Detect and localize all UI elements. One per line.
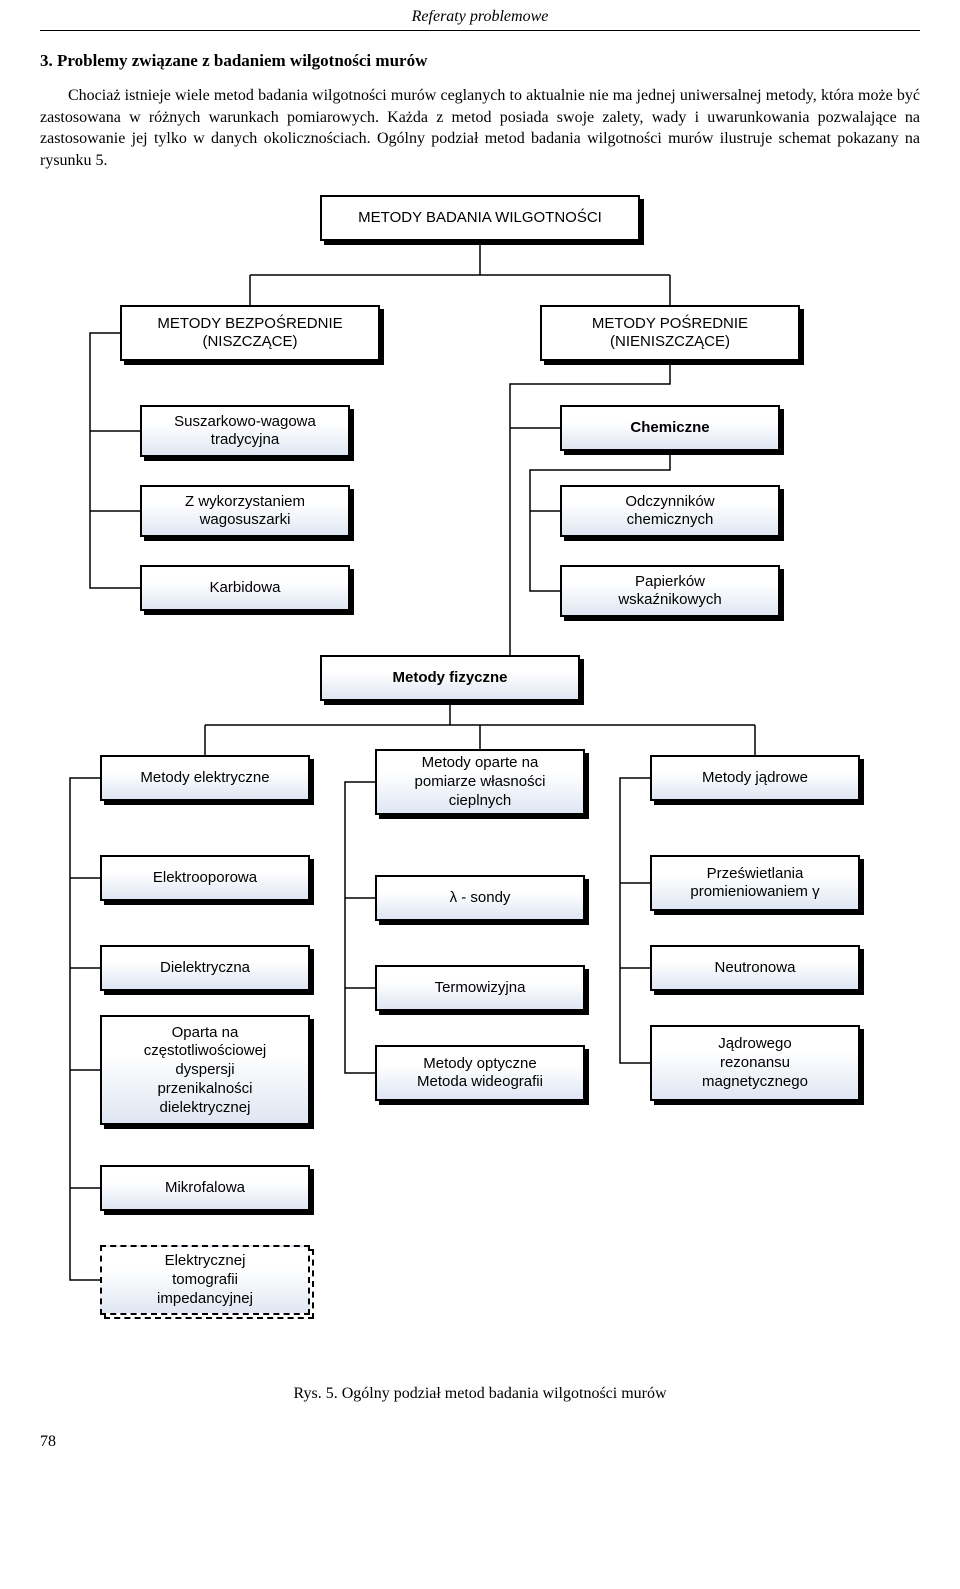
node-karbid: Karbidowa — [140, 565, 350, 611]
node-neutr: Neutronowa — [650, 945, 860, 991]
node-mikro: Mikrofalowa — [100, 1165, 310, 1211]
node-termo: Termowizyjna — [375, 965, 585, 1011]
node-root: METODY BADANIA WILGOTNOŚCI — [320, 195, 640, 241]
node-przes: Prześwietlaniapromieniowaniem γ — [650, 855, 860, 911]
node-wagosu: Z wykorzystaniemwagosuszarki — [140, 485, 350, 537]
node-lambda: λ - sondy — [375, 875, 585, 921]
page-number: 78 — [40, 1433, 920, 1451]
node-czest: Oparta naczęstotliwościowejdyspersjiprze… — [100, 1015, 310, 1125]
node-chem: Chemiczne — [560, 405, 780, 451]
node-ciepl: Metody oparte napomiarze własnościciepln… — [375, 749, 585, 815]
running-header: Referaty problemowe — [40, 0, 920, 31]
node-fiz: Metody fizyczne — [320, 655, 580, 701]
node-optyc: Metody optyczneMetoda wideografii — [375, 1045, 585, 1101]
node-papier: Papierkówwskaźnikowych — [560, 565, 780, 617]
node-elop: Elektrooporowa — [100, 855, 310, 901]
node-indirect: METODY POŚREDNIE(NIENISZCZĄCE) — [540, 305, 800, 361]
node-suszark: Suszarkowo-wagowatradycyjna — [140, 405, 350, 457]
node-elek: Metody elektryczne — [100, 755, 310, 801]
node-direct: METODY BEZPOŚREDNIE(NISZCZĄCE) — [120, 305, 380, 361]
section-heading: 3. Problemy związane z badaniem wilgotno… — [40, 51, 920, 71]
flowchart: METODY BADANIA WILGOTNOŚCI METODY BEZPOŚR… — [40, 195, 920, 1375]
body-paragraph: Chociaż istnieje wiele metod badania wil… — [40, 85, 920, 171]
node-odczyn: Odczynnikówchemicznych — [560, 485, 780, 537]
node-jadr: Metody jądrowe — [650, 755, 860, 801]
node-diel: Dielektryczna — [100, 945, 310, 991]
node-nmr: Jądrowegorezonansumagnetycznego — [650, 1025, 860, 1101]
figure-caption: Rys. 5. Ogólny podział metod badania wil… — [40, 1385, 920, 1403]
node-tomo: Elektrycznejtomografiiimpedancyjnej — [100, 1245, 310, 1315]
